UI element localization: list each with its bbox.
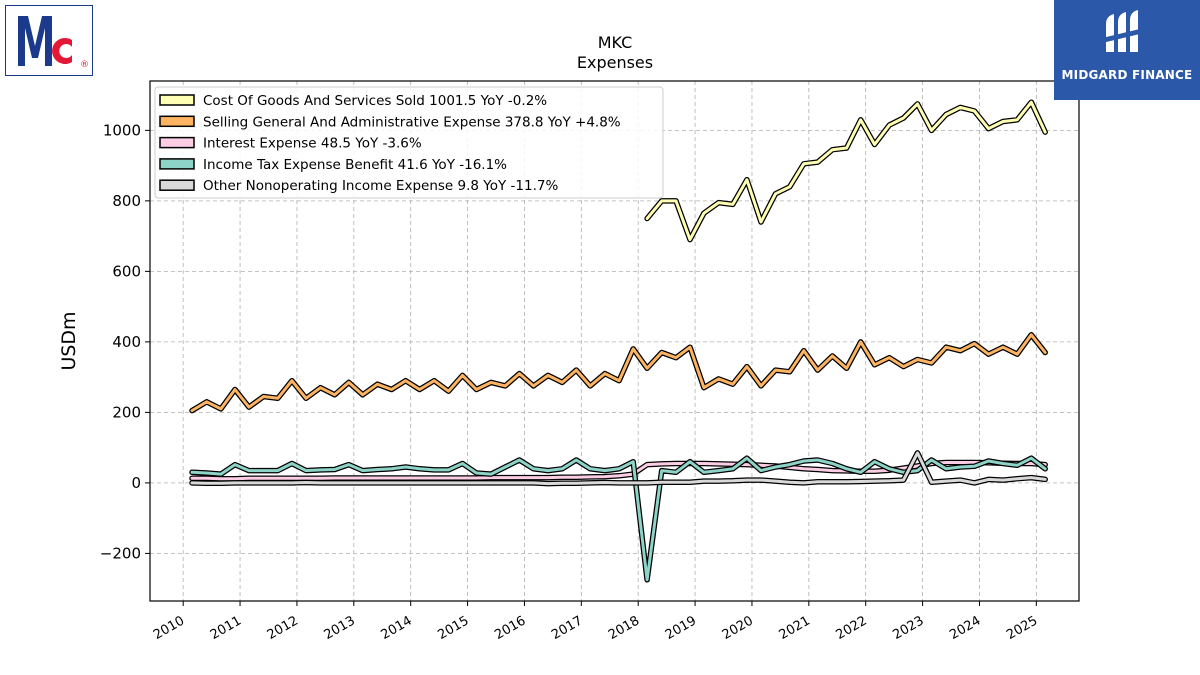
svg-text:®: ® xyxy=(80,60,89,70)
legend-swatch xyxy=(159,136,195,149)
mc-logo-icon: ® xyxy=(18,16,89,70)
series-4 xyxy=(189,450,1048,487)
series-line xyxy=(190,456,1047,582)
legend-box xyxy=(154,86,664,199)
chart-subtitle: Expenses xyxy=(577,53,653,72)
y-tick-label: −200 xyxy=(100,544,141,562)
legend-label: Interest Expense 48.5 YoY -3.6% xyxy=(203,136,422,152)
y-tick-label: 1000 xyxy=(103,121,141,139)
series-0 xyxy=(644,99,1048,243)
series-1 xyxy=(189,332,1048,414)
y-tick-label: 800 xyxy=(112,192,141,210)
legend-label: Selling General And Administrative Expen… xyxy=(203,114,621,130)
series-line xyxy=(190,333,1047,413)
legend-swatch xyxy=(159,179,195,191)
legend-label: Income Tax Expense Benefit 41.6 YoY -16.… xyxy=(203,157,507,173)
legend-label: Other Nonoperating Income Expense 9.8 Yo… xyxy=(203,178,558,194)
legend-label: Cost Of Goods And Services Sold 1001.5 Y… xyxy=(203,93,547,109)
y-axis-ticks: −200 0 200 400 600 800 1000 xyxy=(100,121,150,562)
legend-swatch xyxy=(159,115,195,128)
legend-swatch xyxy=(159,94,195,106)
midgard-logo-icon xyxy=(1102,10,1144,52)
y-tick-label: 600 xyxy=(112,262,141,280)
mccormick-logo: ® xyxy=(5,5,93,76)
midgard-finance-logo: MIDGARD FINANCE xyxy=(1054,0,1200,100)
series-2 xyxy=(189,459,1048,482)
y-tick-label: 200 xyxy=(112,403,141,421)
midgard-logo-text: MIDGARD FINANCE xyxy=(1061,68,1193,82)
series-line xyxy=(190,461,1047,481)
legend: Cost Of Goods And Services Sold 1001.5 Y… xyxy=(154,86,664,199)
series-line xyxy=(645,100,1047,242)
chart-title: MKC xyxy=(598,33,633,52)
legend-swatch xyxy=(159,158,195,170)
series-3 xyxy=(189,455,1048,583)
y-axis-label: USDm xyxy=(58,311,80,370)
y-tick-label: 0 xyxy=(131,474,141,492)
series-line xyxy=(190,451,1047,486)
y-tick-label: 400 xyxy=(112,333,141,351)
series-lines xyxy=(189,99,1048,583)
plot-frame xyxy=(149,80,1080,602)
